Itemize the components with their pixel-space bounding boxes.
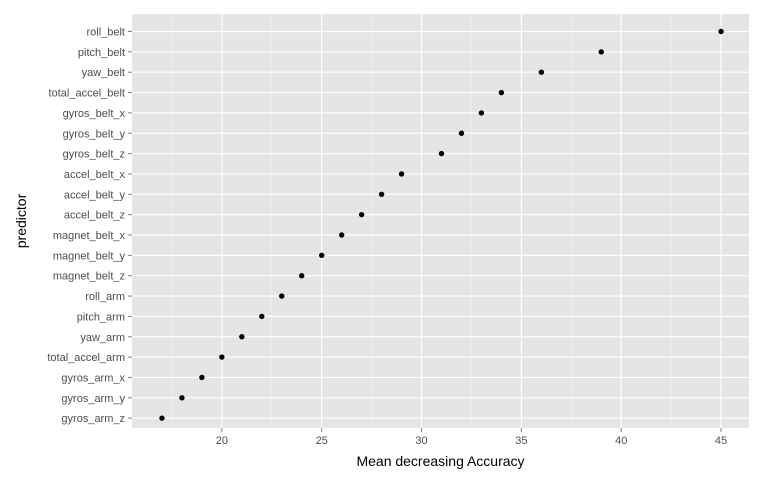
- major-gridlines: [132, 14, 749, 428]
- y-tick-label-roll_belt: roll_belt: [86, 27, 125, 39]
- data-points: [159, 28, 724, 421]
- y-axis-title: predictor: [13, 193, 29, 248]
- point-magnet_belt_z: [299, 273, 305, 279]
- y-tick-label-total_accel_belt: total_accel_belt: [49, 88, 125, 100]
- y-tick-label-magnet_belt_y: magnet_belt_y: [53, 250, 126, 262]
- point-yaw_belt: [538, 69, 545, 75]
- plot-panel: [132, 14, 749, 428]
- x-axis-title: Mean decreasing Accuracy: [356, 453, 524, 469]
- minor-gridlines: [171, 14, 672, 428]
- y-tick-label-gyros_arm_z: gyros_arm_z: [61, 413, 125, 425]
- y-tick-label-yaw_arm: yaw_arm: [80, 332, 125, 344]
- point-roll_arm: [279, 293, 285, 299]
- point-gyros_arm_x: [199, 374, 205, 381]
- y-tick-label-accel_belt_z: accel_belt_z: [64, 210, 125, 222]
- y-tick-label-gyros_arm_x: gyros_arm_x: [61, 372, 125, 384]
- point-accel_belt_z: [358, 211, 365, 218]
- x-tick-label: 25: [316, 435, 328, 447]
- point-gyros_arm_y: [179, 395, 185, 401]
- point-pitch_belt: [598, 49, 604, 55]
- x-tick-label: 20: [216, 435, 228, 447]
- y-tick-label-gyros_belt_x: gyros_belt_x: [63, 108, 126, 120]
- x-tick-label: 45: [715, 435, 727, 447]
- point-pitch_arm: [259, 313, 265, 320]
- point-accel_belt_x: [398, 171, 405, 177]
- point-yaw_arm: [239, 334, 245, 340]
- y-tick-label-gyros_belt_y: gyros_belt_y: [63, 128, 126, 140]
- y-tick-label-accel_belt_y: accel_belt_y: [64, 189, 126, 201]
- x-axis: 20 25 30 35 40 45: [216, 428, 727, 447]
- point-magnet_belt_y: [318, 252, 325, 259]
- point-total_accel_belt: [498, 89, 505, 96]
- y-tick-label-total_accel_arm: total_accel_arm: [47, 352, 125, 364]
- y-tick-label-gyros_arm_y: gyros_arm_y: [61, 393, 125, 405]
- y-tick-label-gyros_belt_z: gyros_belt_z: [63, 149, 125, 161]
- x-tick-label: 35: [515, 435, 527, 447]
- point-gyros_belt_x: [478, 110, 485, 116]
- point-magnet_belt_x: [338, 232, 345, 238]
- y-axis: roll_belt pitch_belt yaw_belt total_accel_b…: [47, 27, 132, 425]
- x-tick-label: 40: [615, 435, 627, 447]
- point-roll_belt: [718, 28, 724, 35]
- point-gyros_belt_y: [458, 130, 465, 136]
- x-tick-label: 30: [415, 435, 427, 447]
- point-accel_belt_y: [378, 191, 385, 197]
- y-tick-label-magnet_belt_x: magnet_belt_x: [53, 230, 126, 242]
- y-tick-label-magnet_belt_z: magnet_belt_z: [53, 271, 125, 283]
- y-tick-label-pitch_arm: pitch_arm: [77, 311, 125, 323]
- y-tick-label-yaw_belt: yaw_belt: [82, 67, 125, 79]
- point-total_accel_arm: [219, 354, 225, 360]
- point-gyros_arm_z: [159, 415, 165, 421]
- y-tick-label-pitch_belt: pitch_belt: [78, 47, 125, 59]
- point-gyros_belt_z: [438, 150, 445, 157]
- y-tick-label-accel_belt_x: accel_belt_x: [64, 169, 126, 181]
- y-tick-label-roll_arm: roll_arm: [85, 291, 125, 303]
